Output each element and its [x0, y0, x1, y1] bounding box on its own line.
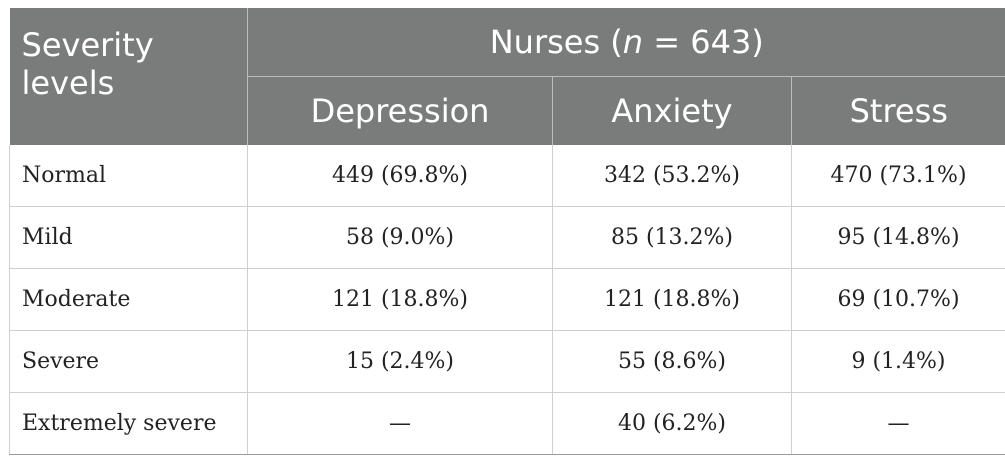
table-cell-anxiety: 55 (8.6%) [552, 330, 792, 393]
row-label: Extremely severe [9, 392, 248, 455]
header-row-1: Severity levels Nurses (n = 643) [9, 8, 1005, 145]
group-header-n: n [622, 23, 644, 61]
table-cell-stress: 470 (73.1%) [790, 145, 1005, 207]
table-cell-depression: 15 (2.4%) [247, 330, 553, 393]
table-row-severe: Severe 15 (2.4%) 55 (8.6%) 9 (1.4%) [9, 330, 1005, 393]
row-label: Mild [9, 206, 248, 269]
severity-header-line1: Severity [21, 26, 154, 64]
table-cell-stress: 95 (14.8%) [790, 206, 1005, 269]
table-cell-anxiety: 121 (18.8%) [552, 268, 792, 331]
group-header-prefix: Nurses ( [489, 23, 623, 61]
table-row-normal: Normal 449 (69.8%) 342 (53.2%) 470 (73.1… [9, 145, 1005, 207]
table-body: Normal 449 (69.8%) 342 (53.2%) 470 (73.1… [9, 145, 1005, 455]
column-header-anxiety: Anxiety [552, 76, 792, 145]
nurses-group-header: Nurses (n = 643) [247, 8, 1005, 77]
column-header-stress: Stress [791, 76, 1005, 145]
severity-levels-header: Severity levels [9, 8, 248, 145]
severity-header-line2: levels [21, 64, 115, 102]
table-cell-depression: — [247, 392, 553, 455]
group-header-suffix: = 643) [643, 23, 764, 61]
header-row-2: Depression Anxiety Stress [10, 76, 1005, 145]
row-label: Severe [9, 330, 248, 393]
severity-table: Severity levels Nurses (n = 643) Depress… [9, 8, 1005, 455]
table-cell-depression: 58 (9.0%) [247, 206, 553, 269]
table-cell-anxiety: 40 (6.2%) [552, 392, 792, 455]
column-header-depression: Depression [247, 76, 553, 145]
row-label: Moderate [9, 268, 248, 331]
table-header: Severity levels Nurses (n = 643) Depress… [9, 8, 1005, 145]
table-row-extremely-severe: Extremely severe — 40 (6.2%) — [9, 392, 1005, 455]
row-label: Normal [9, 145, 248, 207]
severity-table-container: Severity levels Nurses (n = 643) Depress… [9, 8, 1005, 455]
table-cell-depression: 449 (69.8%) [247, 145, 553, 207]
table-row-mild: Mild 58 (9.0%) 85 (13.2%) 95 (14.8%) [9, 206, 1005, 269]
table-cell-stress: 9 (1.4%) [790, 330, 1005, 393]
table-cell-stress: — [790, 392, 1005, 455]
table-cell-anxiety: 342 (53.2%) [552, 145, 792, 207]
table-cell-anxiety: 85 (13.2%) [552, 206, 792, 269]
table-cell-depression: 121 (18.8%) [247, 268, 553, 331]
table-cell-stress: 69 (10.7%) [790, 268, 1005, 331]
table-row-moderate: Moderate 121 (18.8%) 121 (18.8%) 69 (10.… [9, 268, 1005, 331]
